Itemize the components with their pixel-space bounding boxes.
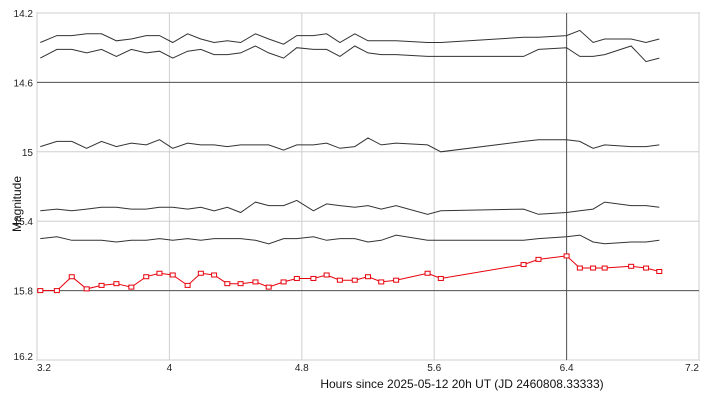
data-point [628,263,635,269]
data-point [68,274,75,280]
data-point [184,282,191,288]
data-point [535,256,542,262]
data-point [323,272,330,278]
y-tick-label: 15.4 [14,217,34,228]
data-point [656,269,663,275]
y-tick-label: 15.8 [14,287,34,298]
data-point [424,270,431,276]
data-point [351,277,358,283]
plot-area [36,12,700,361]
data-point [601,265,608,271]
series-layer [37,29,663,294]
data-point [437,275,444,281]
data-point [211,272,218,278]
x-tick-label: 7.2 [685,363,699,374]
x-tick-label: 4.8 [295,363,309,374]
data-point [393,277,400,283]
data-point [37,288,44,294]
data-point [520,262,527,268]
y-tick-label: 14.6 [14,78,34,89]
y-tick-labels: 14.2 14.6 15 15.4 15.8 16.2 [14,9,34,363]
series-line-4 [40,199,660,215]
series-line-5 [40,234,660,245]
x-tick-label: 3.2 [37,363,51,374]
y-tick-label: 14.2 [14,9,34,20]
data-point [365,274,371,280]
data-point [563,253,570,259]
x-tick-label: 5.6 [427,363,441,374]
data-point [169,272,176,278]
y-tick-label: 15 [22,148,34,159]
data-point [252,279,259,285]
data-point [143,274,150,280]
data-point [280,279,287,285]
data-point [336,277,343,283]
data-point [224,281,231,287]
data-point [378,279,385,285]
data-point [293,275,300,281]
data-point [98,282,105,288]
data-point [576,265,583,271]
x-tick-label: 6.4 [560,363,574,374]
y-axis-label: Magnitude [10,176,24,232]
data-point [590,265,597,271]
data-point [128,284,135,290]
grid-lines [36,12,700,361]
data-point [53,288,60,294]
data-point [83,286,90,292]
data-point [265,284,272,290]
series-line-2 [40,45,660,63]
y-tick-label: 16.2 [14,352,34,363]
series-line-3 [40,137,660,153]
data-point [156,270,163,276]
data-point [197,270,204,276]
x-tick-label: 4 [167,363,173,374]
data-point [310,275,317,281]
x-axis-label: Hours since 2025-05-12 20h UT (JD 246080… [320,377,603,391]
data-point [643,265,650,271]
data-point [237,281,244,287]
data-point [113,281,120,287]
x-tick-labels: 3.2 4 4.8 5.6 6.4 7.2 [37,363,699,374]
series-line-1 [40,29,660,45]
